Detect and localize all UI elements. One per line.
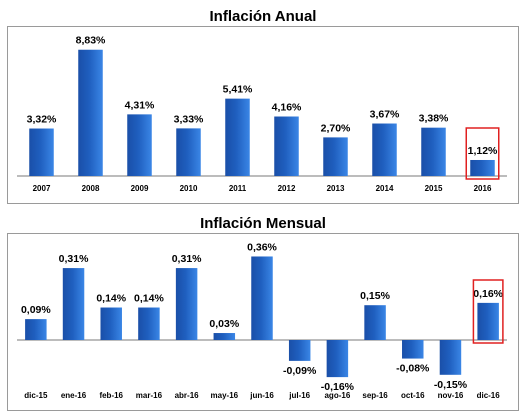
- monthly-tick-label-jun-16: jun-16: [249, 391, 274, 400]
- monthly-tick-label-dic-16: dic-16: [477, 391, 501, 400]
- monthly-value-label-abr-16: 0,31%: [172, 253, 202, 265]
- annual-value-label-2011: 5,41%: [223, 84, 253, 96]
- monthly-value-label-jun-16: 0,36%: [247, 241, 277, 253]
- monthly-tick-label-jul-16: jul-16: [288, 391, 310, 400]
- annual-bar-2010: [176, 128, 201, 176]
- annual-bar-2016: [470, 159, 495, 176]
- monthly-bar-jul-16: [288, 340, 311, 361]
- monthly-bar-nov-16: [439, 340, 462, 375]
- monthly-bar-abr-16: [175, 268, 198, 340]
- annual-value-label-2016: 1,12%: [468, 145, 498, 157]
- monthly-highlight-box: [472, 279, 504, 344]
- monthly-tick-label-ago-16: ago-16: [324, 391, 350, 400]
- annual-tick-label-2009: 2009: [131, 184, 149, 193]
- annual-tick-label-2016: 2016: [474, 184, 492, 193]
- annual-bar-2009: [127, 114, 152, 176]
- annual-tick-label-2011: 2011: [229, 184, 247, 193]
- monthly-tick-label-sep-16: sep-16: [362, 391, 388, 400]
- annual-value-label-2014: 3,67%: [370, 109, 400, 121]
- monthly-value-label-dic-16: 0,16%: [473, 288, 503, 300]
- monthly-value-label-may-16: 0,03%: [209, 318, 239, 330]
- monthly-tick-label-may-16: may-16: [211, 391, 239, 400]
- monthly-bar-dic-16: [477, 302, 499, 340]
- monthly-bar-may-16: [213, 333, 236, 340]
- monthly-value-label-nov-16: -0,15%: [434, 379, 468, 391]
- monthly-value-label-jul-16: -0,09%: [283, 365, 317, 377]
- annual-tick-label-2014: 2014: [376, 184, 394, 193]
- monthly-bar-dic-15: [25, 319, 47, 340]
- monthly-bar-ene-16: [62, 268, 85, 340]
- annual-tick-label-2013: 2013: [327, 184, 345, 193]
- monthly-value-label-ene-16: 0,31%: [59, 253, 89, 265]
- annual-value-label-2013: 2,70%: [321, 122, 351, 134]
- annual-value-label-2010: 3,33%: [174, 113, 204, 125]
- monthly-value-label-oct-16: -0,08%: [396, 363, 430, 375]
- annual-value-label-2009: 4,31%: [125, 99, 155, 111]
- monthly-bar-feb-16: [100, 307, 122, 340]
- annual-tick-label-2007: 2007: [33, 184, 51, 193]
- monthly-bar-sep-16: [364, 305, 386, 340]
- annual-bar-2015: [421, 127, 446, 176]
- monthly-bar-jun-16: [251, 256, 273, 340]
- monthly-bar-ago-16: [326, 340, 349, 378]
- annual-value-label-2008: 8,83%: [76, 35, 106, 47]
- monthly-tick-label-feb-16: feb-16: [99, 391, 123, 400]
- monthly-value-label-sep-16: 0,15%: [360, 290, 390, 302]
- annual-tick-label-2010: 2010: [180, 184, 198, 193]
- annual-tick-label-2015: 2015: [425, 184, 443, 193]
- annual-bar-2013: [323, 137, 348, 176]
- annual-value-label-2007: 3,32%: [27, 114, 57, 126]
- annual-tick-label-2008: 2008: [82, 184, 100, 193]
- annual-bar-2014: [372, 123, 397, 176]
- monthly-bar-mar-16: [138, 307, 160, 340]
- monthly-tick-label-dic-15: dic-15: [24, 391, 48, 400]
- annual-highlight-box: [465, 127, 500, 180]
- monthly-value-label-dic-15: 0,09%: [21, 304, 51, 316]
- annual-bar-2012: [274, 116, 299, 176]
- monthly-tick-label-oct-16: oct-16: [401, 391, 425, 400]
- annual-tick-label-2012: 2012: [278, 184, 296, 193]
- annual-bar-2011: [225, 98, 250, 176]
- monthly-bar-oct-16: [402, 340, 424, 359]
- monthly-tick-label-ene-16: ene-16: [61, 391, 87, 400]
- annual-value-label-2012: 4,16%: [272, 102, 302, 114]
- monthly-value-label-ago-16: -0,16%: [321, 381, 355, 393]
- monthly-value-label-mar-16: 0,14%: [134, 293, 164, 305]
- monthly-chart-title: Inflación Mensual: [200, 215, 326, 232]
- monthly-tick-label-mar-16: mar-16: [136, 391, 163, 400]
- annual-bar-2007: [29, 128, 54, 176]
- monthly-tick-label-nov-16: nov-16: [438, 391, 464, 400]
- annual-value-label-2015: 3,38%: [419, 113, 449, 125]
- monthly-tick-label-abr-16: abr-16: [175, 391, 200, 400]
- annual-bar-2008: [78, 49, 103, 176]
- annual-chart-title: Inflación Anual: [209, 8, 317, 25]
- monthly-value-label-feb-16: 0,14%: [96, 293, 126, 305]
